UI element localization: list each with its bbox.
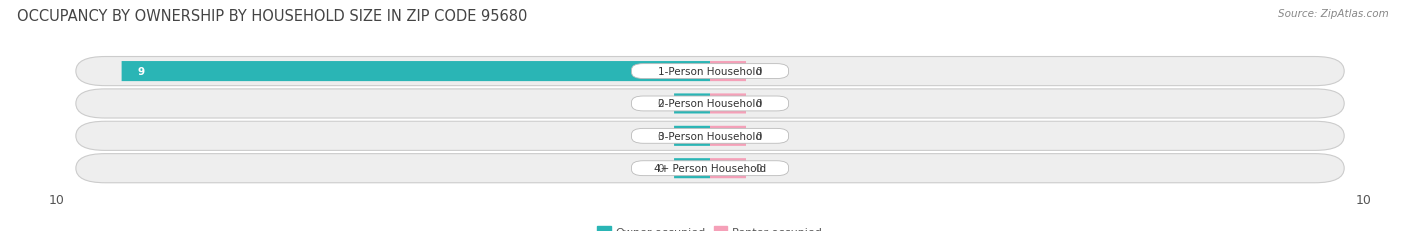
FancyBboxPatch shape: [76, 154, 1344, 183]
Text: 0: 0: [756, 164, 762, 173]
FancyBboxPatch shape: [631, 97, 789, 111]
FancyBboxPatch shape: [631, 129, 789, 144]
Text: Source: ZipAtlas.com: Source: ZipAtlas.com: [1278, 9, 1389, 19]
FancyBboxPatch shape: [631, 64, 789, 79]
Text: 0: 0: [756, 99, 762, 109]
Text: 3-Person Household: 3-Person Household: [658, 131, 762, 141]
Text: 9: 9: [138, 67, 145, 77]
Text: 0: 0: [658, 131, 664, 141]
Text: 2-Person Household: 2-Person Household: [658, 99, 762, 109]
FancyBboxPatch shape: [673, 158, 710, 179]
FancyBboxPatch shape: [121, 62, 710, 82]
Legend: Owner-occupied, Renter-occupied: Owner-occupied, Renter-occupied: [598, 226, 823, 231]
Text: 4+ Person Household: 4+ Person Household: [654, 164, 766, 173]
FancyBboxPatch shape: [710, 62, 747, 82]
Text: 1-Person Household: 1-Person Household: [658, 67, 762, 77]
FancyBboxPatch shape: [710, 158, 747, 179]
FancyBboxPatch shape: [710, 126, 747, 146]
Text: 0: 0: [756, 67, 762, 77]
FancyBboxPatch shape: [76, 57, 1344, 86]
FancyBboxPatch shape: [710, 94, 747, 114]
Text: 0: 0: [658, 99, 664, 109]
FancyBboxPatch shape: [673, 94, 710, 114]
Text: 0: 0: [658, 164, 664, 173]
FancyBboxPatch shape: [631, 161, 789, 176]
FancyBboxPatch shape: [76, 122, 1344, 151]
Text: 0: 0: [756, 131, 762, 141]
FancyBboxPatch shape: [76, 89, 1344, 119]
Text: OCCUPANCY BY OWNERSHIP BY HOUSEHOLD SIZE IN ZIP CODE 95680: OCCUPANCY BY OWNERSHIP BY HOUSEHOLD SIZE…: [17, 9, 527, 24]
FancyBboxPatch shape: [673, 126, 710, 146]
